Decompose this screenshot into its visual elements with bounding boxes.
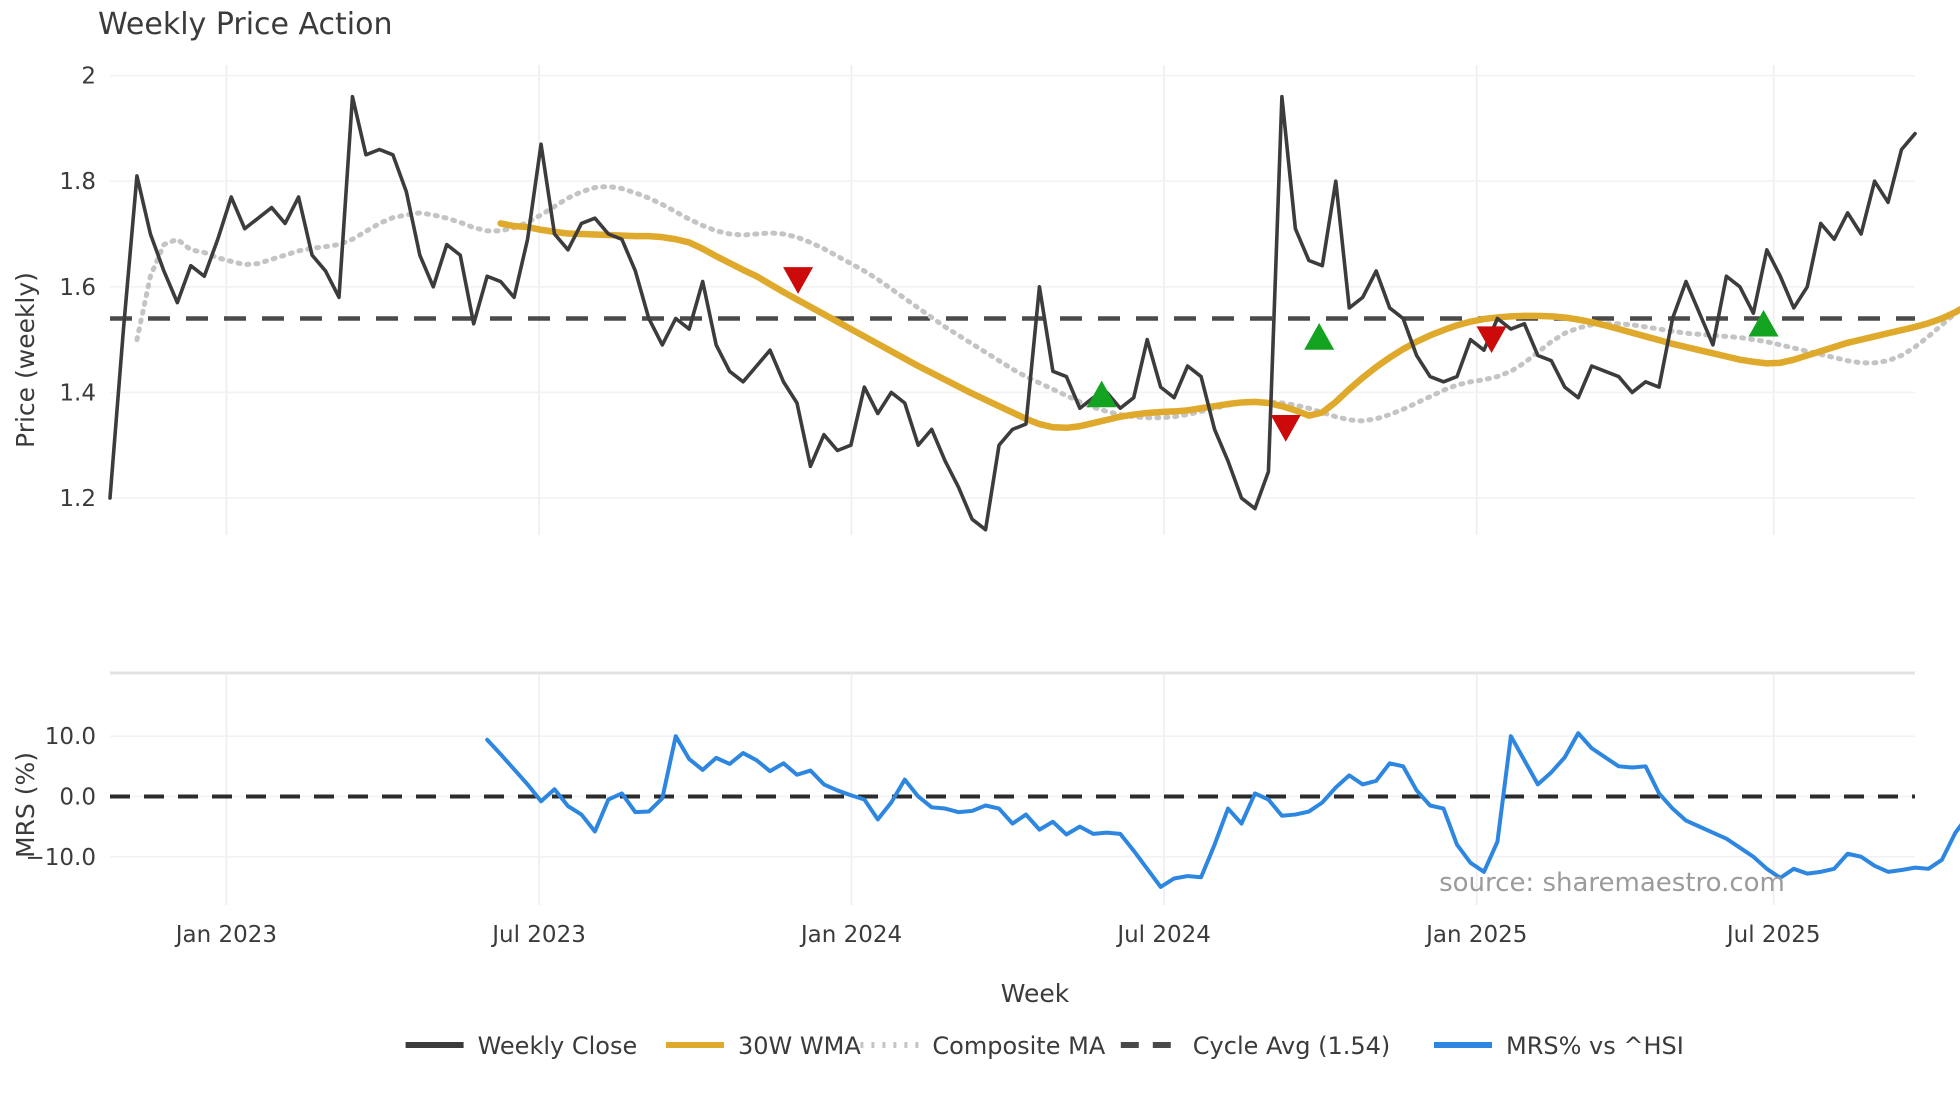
legend-item-mrs-vs-hsi[interactable]: MRS% vs ^HSI — [1434, 1032, 1684, 1060]
x-tick-label: Jul 2025 — [1725, 922, 1821, 948]
mrs-y-tick: 10.0 — [45, 724, 96, 750]
legend-label: Composite MA — [932, 1032, 1105, 1060]
price-y-tick: 2 — [81, 64, 96, 90]
x-tick-label: Jul 2024 — [1115, 922, 1211, 948]
legend-label: Weekly Close — [478, 1032, 638, 1060]
x-axis-label: Week — [1001, 979, 1070, 1008]
price-axis-label: Price (weekly) — [11, 272, 40, 448]
buy-signal-marker — [1304, 323, 1335, 350]
sell-signal-marker — [783, 267, 814, 294]
sell-signal-marker — [1476, 326, 1507, 354]
legend-label: 30W WMA — [738, 1032, 861, 1060]
legend-item-30w-wma[interactable]: 30W WMA — [666, 1032, 861, 1060]
x-tick-label: Jan 2025 — [1424, 922, 1527, 948]
price-y-tick: 1.4 — [59, 380, 96, 406]
buy-signal-marker — [1086, 380, 1117, 408]
price-panel: 2 1.8 1.6 1.4 1.2 Price (weekly) — [11, 64, 1960, 535]
x-tick-label: Jul 2023 — [490, 922, 586, 948]
price-gridlines — [110, 65, 1915, 535]
wma-line — [497, 220, 1960, 432]
legend-item-weekly-close[interactable]: Weekly Close — [405, 1032, 638, 1060]
mrs-line — [485, 731, 1960, 889]
weekly-close-line — [108, 94, 1917, 532]
x-tick-label: Jan 2024 — [799, 922, 902, 948]
signal-markers — [783, 267, 1779, 442]
x-tick-labels: Jan 2023 Jul 2023 Jan 2024 Jul 2024 Jan 2025… — [174, 922, 1821, 948]
legend-label: MRS% vs ^HSI — [1506, 1032, 1684, 1060]
buy-signal-marker — [1748, 309, 1779, 337]
mrs-y-tick: −10.0 — [26, 845, 96, 871]
price-y-tick: 1.8 — [59, 169, 96, 195]
mrs-y-tick-labels: 10.0 0.0 −10.0 — [26, 724, 96, 871]
mrs-y-tick: 0.0 — [59, 784, 96, 810]
price-y-tick: 1.6 — [59, 275, 96, 301]
page-title: Weekly Price Action — [98, 7, 393, 42]
mrs-axis-label: MRS (%) — [11, 752, 40, 858]
composite-ma-line — [134, 183, 1960, 424]
legend-item-cycle-avg-1-54[interactable]: Cycle Avg (1.54) — [1120, 1032, 1390, 1060]
x-tick-label: Jan 2023 — [174, 922, 277, 948]
mrs-panel: 10.0 0.0 −10.0 MRS (%) — [11, 671, 1960, 905]
legend-label: Cycle Avg (1.54) — [1193, 1032, 1390, 1060]
price-y-tick: 1.2 — [59, 486, 96, 512]
source-watermark: source: sharemaestro.com — [1439, 868, 1785, 898]
legend-item-composite-ma[interactable]: Composite MA — [860, 1032, 1106, 1060]
chart-legend: Weekly Close 30W WMA Composite MA Cycle Avg… — [405, 1032, 1684, 1060]
price-y-tick-labels: 2 1.8 1.6 1.4 1.2 — [59, 64, 96, 512]
sell-signal-marker — [1270, 415, 1301, 442]
